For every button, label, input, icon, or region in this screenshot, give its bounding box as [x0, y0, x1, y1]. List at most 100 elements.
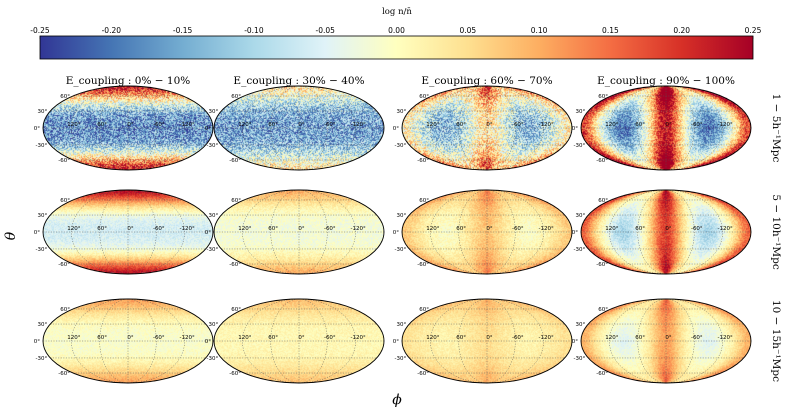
lat-tick-label: 30° — [396, 322, 406, 328]
colorbar-tick-label: 0.05 — [459, 26, 476, 35]
meridian-line — [458, 189, 488, 275]
graticule — [43, 298, 213, 384]
colorbar-label: log n/n̄ — [382, 7, 412, 17]
map-panels: 120° 60° 0° -60° -120° 60° 30° 0° -30° -60° 120° 60… — [34, 85, 752, 384]
meridian-line — [665, 189, 723, 275]
meridian-line — [270, 189, 300, 275]
lon-tick-label: 0° — [665, 122, 671, 128]
lat-tick-label: 60° — [419, 307, 429, 313]
lon-tick-label: 0° — [486, 122, 492, 128]
map-panel-r2-c1: 120° 60° 0° -60° -120° 60° 30° 0° -30° -60° — [205, 298, 385, 384]
row-label-1: 5 − 10h⁻¹Mpc — [770, 194, 782, 270]
colorbar-tick-label: -0.20 — [102, 26, 122, 35]
lat-tick-label: 30° — [575, 213, 585, 219]
lat-tick-label: 0° — [572, 230, 578, 236]
lon-tick-label: 0° — [298, 122, 304, 128]
lon-tick-label: -60° — [691, 122, 703, 128]
map-panel-r1-c1: 120° 60° 0° -60° -120° 60° 30° 0° -30° -60° — [205, 189, 385, 275]
lat-tick-label: 60° — [598, 307, 608, 313]
x-axis-label: ϕ — [392, 392, 402, 408]
lat-tick-label: -60° — [596, 371, 608, 377]
lon-tick-label: 120° — [426, 226, 439, 232]
map-outline — [42, 85, 214, 171]
meridian-line — [458, 85, 488, 171]
meridian-line — [665, 85, 723, 171]
lon-tick-label: -60° — [324, 226, 336, 232]
meridian-line — [609, 85, 667, 171]
lon-tick-label: 60° — [268, 335, 278, 341]
graticule — [214, 85, 384, 171]
lon-tick-label: -60° — [691, 335, 703, 341]
map-outline — [42, 298, 214, 384]
meridian-line — [270, 298, 300, 384]
lon-tick-label: -60° — [153, 122, 165, 128]
lat-tick-label: 0° — [205, 230, 211, 236]
lat-tick-label: -60° — [596, 158, 608, 164]
lat-tick-label: 30° — [37, 322, 47, 328]
meridian-line — [298, 189, 328, 275]
lat-tick-label: 0° — [34, 339, 40, 345]
meridian-line — [99, 85, 129, 171]
meridian-line — [486, 189, 544, 275]
lon-tick-label: 0° — [127, 122, 133, 128]
lat-tick-label: 30° — [575, 109, 585, 115]
meridian-line — [270, 85, 300, 171]
map-outline — [213, 85, 385, 171]
lon-tick-label: 60° — [635, 122, 645, 128]
meridian-line — [609, 189, 667, 275]
meridian-line — [665, 85, 695, 171]
lon-tick-label: -60° — [324, 335, 336, 341]
colorbar-gradient — [39, 35, 754, 60]
lat-tick-label: 0° — [205, 339, 211, 345]
lon-tick-label: 60° — [97, 335, 107, 341]
lat-tick-label: 30° — [396, 213, 406, 219]
graticule — [402, 85, 572, 171]
map-panel-r2-c0: 120° 60° 0° -60° -120° 60° 30° 0° -30° -60° — [34, 298, 214, 384]
map-panel-r1-c3: 120° 60° 0° -60° -120° 60° 30° 0° -30° -60° — [572, 189, 752, 275]
lat-tick-label: -60° — [229, 371, 241, 377]
lat-tick-label: -30° — [395, 247, 407, 253]
lat-tick-label: 0° — [572, 339, 578, 345]
lat-tick-label: 30° — [575, 322, 585, 328]
lon-tick-label: -60° — [153, 335, 165, 341]
lon-tick-label: 120° — [605, 335, 618, 341]
meridian-line — [458, 298, 488, 384]
meridian-line — [298, 189, 356, 275]
lon-tick-label: 60° — [97, 122, 107, 128]
meridian-line — [99, 298, 129, 384]
lat-tick-label: 0° — [34, 126, 40, 132]
lon-tick-label: 120° — [426, 335, 439, 341]
colorbar-tick-label: -0.25 — [30, 26, 50, 35]
colorbar-tick-label: -0.15 — [173, 26, 193, 35]
lon-tick-label: 60° — [456, 226, 466, 232]
lon-tick-label: -60° — [153, 226, 165, 232]
meridian-line — [486, 189, 516, 275]
lon-tick-label: -60° — [512, 122, 524, 128]
meridian-line — [99, 189, 129, 275]
meridian-line — [298, 298, 328, 384]
lat-tick-label: -30° — [395, 356, 407, 362]
lat-tick-label: 30° — [396, 109, 406, 115]
graticule — [43, 85, 213, 171]
meridian-line — [486, 85, 544, 171]
graticule — [581, 189, 751, 275]
meridian-line — [127, 85, 157, 171]
lat-tick-label: 30° — [208, 109, 218, 115]
graticule — [581, 85, 751, 171]
map-panel-r2-c3: 120° 60° 0° -60° -120° 60° 30° 0° -30° -60° — [572, 298, 752, 384]
meridian-line — [127, 85, 185, 171]
lon-tick-label: -120° — [180, 226, 195, 232]
colorbar-tick-label: 0.00 — [388, 26, 405, 35]
column-title-1: E_coupling : 30% − 40% — [233, 75, 364, 87]
lat-tick-label: 0° — [393, 126, 399, 132]
map-outline — [580, 189, 752, 275]
lat-tick-label: 0° — [205, 126, 211, 132]
colorbar-tick-label: 0.25 — [745, 26, 762, 35]
y-axis-label: θ — [3, 231, 19, 240]
lat-tick-label: 60° — [60, 307, 70, 313]
lon-tick-label: 0° — [127, 335, 133, 341]
map-panel-r0-c3: 120° 60° 0° -60° -120° 60° 30° 0° -30° -60° — [572, 85, 752, 171]
lat-tick-label: 0° — [572, 126, 578, 132]
